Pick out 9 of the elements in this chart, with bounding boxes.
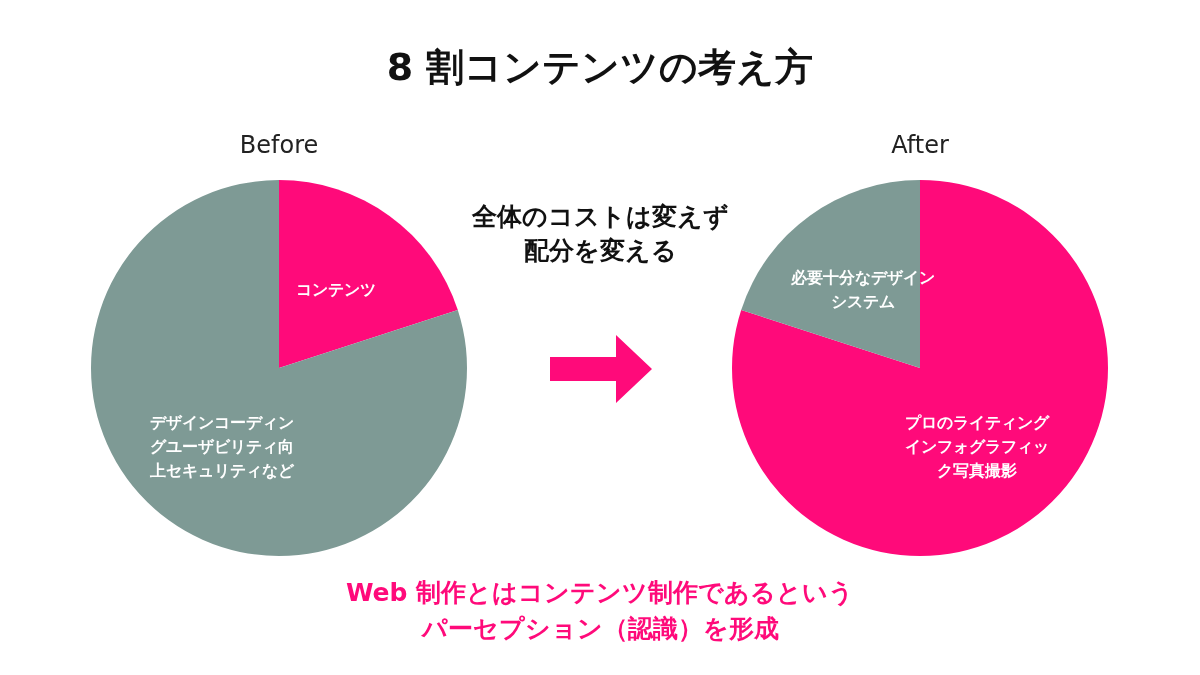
chart-title: Before <box>239 131 319 159</box>
slice-label: 必要十分なデザインシステム <box>789 268 935 312</box>
chart-title: After <box>891 131 949 159</box>
slice-label: コンテンツ <box>296 280 377 300</box>
text: 8 割コンテンツの考え方 <box>385 44 815 91</box>
text: Web 制作とはコンテンツ制作であるというパーセプション（認識）を形成 <box>344 577 856 645</box>
slice-label: プロのライティングインフォグラフィック写真撮影 <box>905 412 1051 480</box>
text: 全体のコストは変えず配分を変える <box>470 201 730 267</box>
slice-label: デザインコーディングユーザビリティ向上セキュリティなど <box>148 412 295 480</box>
